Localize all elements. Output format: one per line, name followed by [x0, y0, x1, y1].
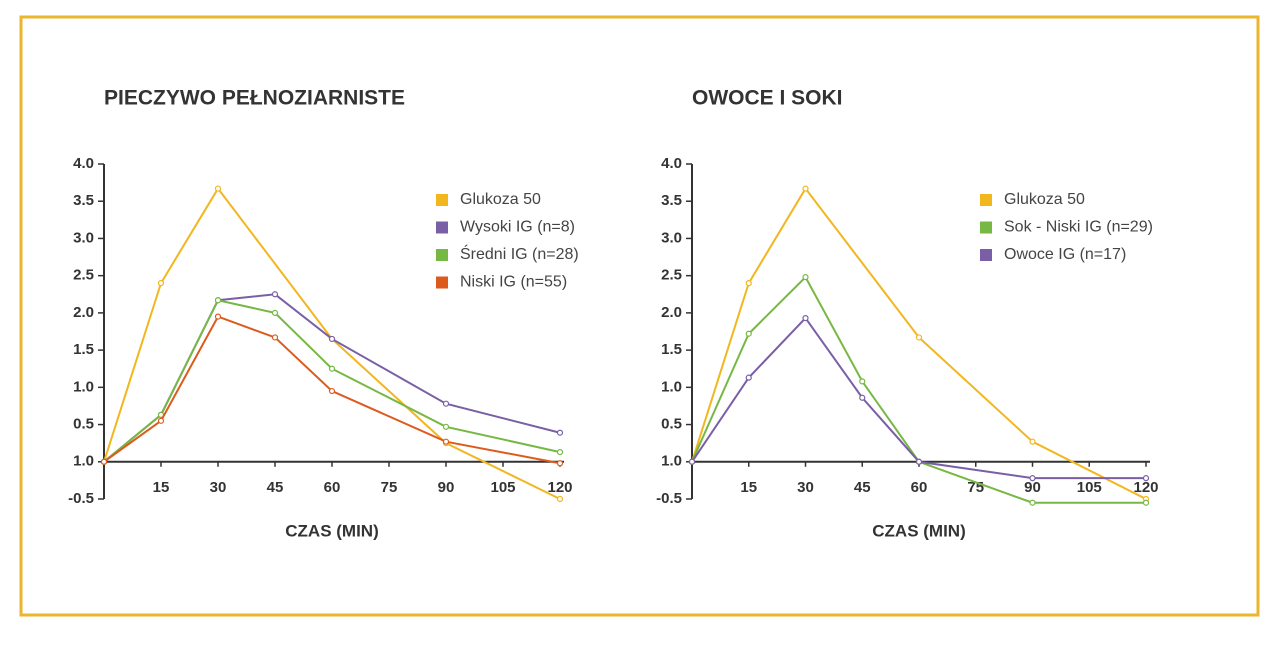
data-point — [915, 334, 923, 341]
x-tick-label: 105 — [490, 479, 515, 496]
data-point — [1029, 475, 1036, 482]
legend-swatch — [980, 194, 992, 206]
data-point — [859, 378, 866, 385]
data-point — [915, 458, 923, 465]
data-point — [556, 460, 564, 467]
data-point — [745, 374, 752, 381]
y-tick-label: 3.5 — [661, 192, 682, 209]
data-point — [271, 309, 279, 316]
y-tick-label: 2.0 — [73, 304, 94, 321]
chart-title: OWOCE I SOKI — [692, 87, 843, 110]
legend-swatch — [980, 249, 992, 261]
y-tick-label: 0.5 — [661, 416, 682, 433]
x-tick-label: 15 — [740, 479, 757, 496]
x-tick-label: 60 — [324, 479, 341, 496]
data-point — [802, 274, 809, 281]
data-point — [556, 429, 564, 436]
legend-swatch — [436, 221, 448, 234]
data-point — [328, 335, 336, 343]
x-tick-label: 45 — [854, 479, 871, 496]
legend-label: Niski IG (n=55) — [460, 274, 567, 291]
data-point — [745, 280, 752, 287]
x-tick-label: 120 — [1133, 479, 1158, 496]
y-tick-label: 2.0 — [661, 304, 682, 321]
legend-label: Sok - Niski IG (n=29) — [1004, 219, 1153, 236]
data-point — [328, 387, 336, 395]
x-tick-label: 60 — [911, 479, 928, 496]
y-tick-label: 1.0 — [73, 378, 94, 395]
data-point — [214, 297, 222, 304]
legend-swatch — [436, 276, 448, 289]
x-tick-label: 90 — [438, 479, 455, 496]
series-line — [691, 186, 1147, 500]
legend-swatch — [980, 221, 992, 234]
legend-label: Średni IG (n=28) — [460, 244, 579, 263]
y-tick-label: 3.0 — [73, 229, 94, 246]
data-point — [328, 365, 336, 372]
data-point — [157, 417, 165, 424]
x-axis-label: CZAS (MIN) — [285, 521, 378, 540]
data-point — [100, 458, 108, 465]
y-tick-label: 3.5 — [73, 192, 94, 209]
x-tick-label: 15 — [153, 479, 170, 496]
data-point — [556, 449, 564, 456]
x-tick-label: 30 — [797, 479, 814, 496]
legend-label: Wysoki IG (n=8) — [460, 219, 575, 236]
legend-swatch — [436, 194, 448, 206]
legend-label: Owoce IG (n=17) — [1004, 246, 1126, 263]
y-tick-label: 4.0 — [73, 155, 94, 172]
data-point — [1142, 499, 1150, 506]
chart-title: PIECZYWO PEŁNOZIARNISTE — [104, 87, 405, 110]
y-tick-label: 0.5 — [73, 416, 94, 433]
legend-swatch — [436, 249, 448, 261]
x-tick-label: 120 — [547, 479, 572, 496]
data-point — [271, 291, 279, 298]
y-tick-label: 3.0 — [661, 229, 682, 246]
data-point — [802, 185, 809, 192]
series-line — [103, 186, 561, 500]
y-tick-label: 1.0 — [661, 378, 682, 395]
legend-label: Glukoza 50 — [1004, 191, 1085, 208]
legend-label: Glukoza 50 — [460, 191, 541, 208]
y-tick-label: 2.5 — [661, 267, 682, 284]
x-tick-label: 90 — [1024, 479, 1041, 496]
data-point — [859, 394, 866, 401]
data-point — [442, 423, 450, 430]
data-point — [1029, 438, 1036, 445]
series-line — [691, 275, 1146, 504]
series-line — [691, 316, 1146, 480]
frame — [19, 15, 1260, 617]
y-tick-label: 1.5 — [661, 341, 682, 358]
y-tick-label: 1.0 — [661, 453, 682, 470]
y-tick-label: 4.0 — [661, 155, 682, 172]
data-point — [214, 313, 222, 320]
data-point — [442, 438, 450, 445]
y-tick-label: -0.5 — [68, 490, 94, 507]
y-tick-label: 1.0 — [73, 453, 94, 470]
data-point — [745, 330, 752, 337]
series-line — [103, 299, 561, 463]
data-point — [802, 315, 809, 322]
data-point — [157, 280, 165, 287]
y-tick-label: -0.5 — [656, 490, 682, 507]
x-tick-label: 45 — [267, 479, 284, 496]
y-tick-label: 1.5 — [73, 341, 94, 358]
data-point — [271, 334, 279, 341]
x-tick-label: 75 — [381, 479, 398, 496]
data-point — [1142, 475, 1150, 482]
data-point — [442, 400, 450, 407]
data-point — [688, 458, 696, 465]
data-point — [1029, 499, 1036, 506]
data-point — [556, 495, 564, 503]
x-axis-label: CZAS (MIN) — [872, 521, 965, 540]
data-point — [214, 185, 222, 192]
y-tick-label: 2.5 — [73, 267, 94, 284]
x-tick-label: 30 — [210, 479, 227, 496]
x-tick-label: 105 — [1077, 479, 1102, 496]
